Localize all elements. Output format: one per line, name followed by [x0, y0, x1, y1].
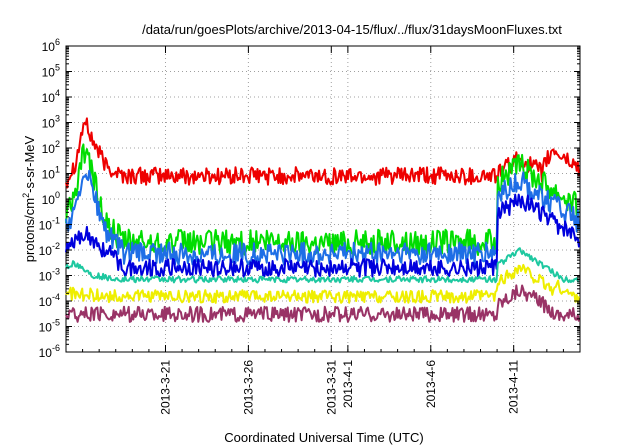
series-line-4: [65, 247, 580, 284]
y-tick-base: 10: [42, 193, 56, 207]
y-tick-label: 100: [42, 190, 60, 207]
y-tick-exponent: -6: [52, 343, 60, 353]
y-tick-base: 10: [39, 219, 53, 233]
series-line-2: [65, 169, 580, 267]
y-tick-base: 10: [39, 321, 53, 335]
series-line-3: [65, 193, 580, 278]
y-tick-exponent: 3: [55, 114, 60, 124]
y-tick-label: 101: [42, 165, 60, 182]
series-layer: [65, 117, 580, 323]
y-tick-exponent: 4: [55, 88, 60, 98]
x-tick-label: 2013-4-6: [424, 360, 438, 408]
y-tick-exponent: -3: [52, 267, 60, 277]
y-tick-exponent: -5: [52, 318, 60, 328]
y-tick-label: 10-5: [39, 318, 60, 335]
y-tick-base: 10: [42, 40, 56, 54]
y-tick-base: 10: [42, 66, 56, 80]
y-tick-exponent: 5: [55, 63, 60, 73]
series-line-0: [65, 117, 580, 189]
y-tick-base: 10: [42, 91, 56, 105]
y-label-superscript: 2: [21, 193, 31, 198]
y-tick-exponent: 0: [55, 190, 60, 200]
x-tick-label: 2013-3-21: [158, 360, 172, 415]
y-label-part-1: protons/cm: [22, 198, 37, 262]
chart-title: /data/run/goesPlots/archive/2013-04-15/f…: [142, 22, 562, 37]
y-tick-exponent: -1: [52, 216, 60, 226]
x-axis-label: Coordinated Universal Time (UTC): [224, 430, 423, 445]
y-tick-label: 102: [42, 139, 60, 156]
y-tick-exponent: -2: [52, 241, 60, 251]
x-tick-label: 2013-3-31: [324, 360, 338, 415]
y-tick-exponent: 1: [55, 165, 60, 175]
y-tick-base: 10: [39, 295, 53, 309]
y-tick-label: 104: [42, 88, 60, 105]
y-tick-label: 103: [42, 114, 60, 131]
y-tick-exponent: -4: [52, 292, 60, 302]
y-tick-label: 10-6: [39, 343, 60, 360]
y-tick-base: 10: [42, 142, 56, 156]
y-tick-label: 10-2: [39, 241, 60, 258]
x-axis: 2013-3-21 2013-3-26 2013-3-31 2013-4-1 2013-…: [82, 46, 564, 415]
y-tick-label: 106: [42, 37, 60, 54]
y-tick-label: 10-1: [39, 216, 60, 233]
y-tick-base: 10: [42, 117, 56, 131]
x-tick-label: 2013-4-1: [341, 360, 355, 408]
y-axis-label: protons/cm2-s-sr-MeV: [21, 135, 37, 262]
y-tick-exponent: 2: [55, 139, 60, 149]
y-tick-exponent: 6: [55, 37, 60, 47]
y-tick-base: 10: [39, 346, 53, 360]
y-tick-base: 10: [39, 270, 53, 284]
y-tick-label: 105: [42, 63, 60, 80]
series-line-5: [65, 263, 580, 304]
x-tick-label: 2013-4-11: [507, 360, 521, 414]
y-axis: 10-610-510-410-310-210-11001011021031041…: [39, 37, 580, 360]
y-label-part-2: -s-sr-MeV: [22, 135, 37, 192]
y-tick-label: 10-3: [39, 267, 60, 284]
series-line-6: [65, 284, 580, 323]
x-tick-label: 2013-3-26: [241, 360, 255, 415]
y-tick-label: 10-4: [39, 292, 60, 309]
y-tick-base: 10: [39, 244, 53, 258]
y-tick-base: 10: [42, 168, 56, 182]
